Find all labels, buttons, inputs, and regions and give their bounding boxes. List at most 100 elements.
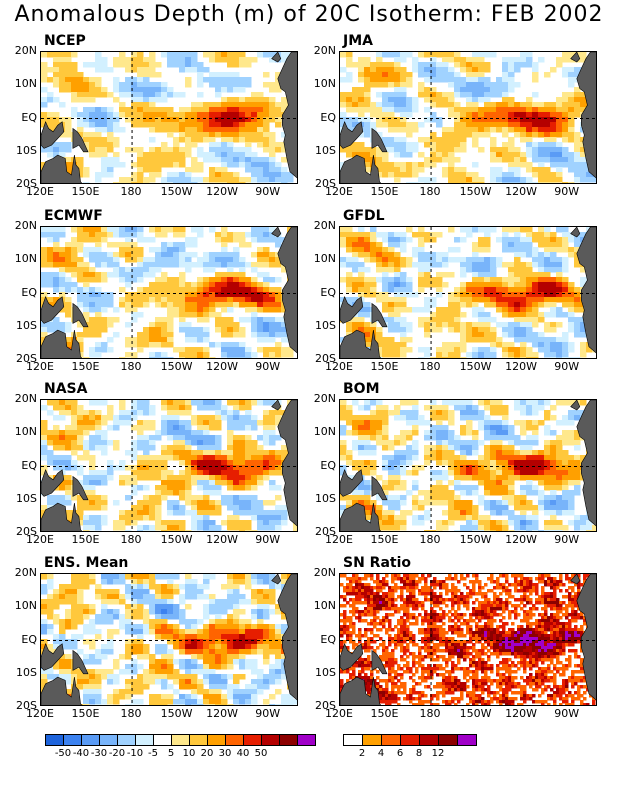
- field-cell: [227, 500, 234, 506]
- field-cell: [370, 112, 377, 118]
- field-cell: [191, 515, 198, 521]
- field-cell: [400, 317, 407, 323]
- field-cell: [137, 162, 144, 168]
- field-cell: [550, 450, 557, 456]
- field-cell: [185, 327, 192, 333]
- field-cell: [167, 282, 174, 288]
- field-cell: [233, 172, 240, 178]
- field-cell: [526, 400, 533, 406]
- lat-tick-label: 10N: [313, 252, 336, 266]
- field-cell: [239, 425, 246, 431]
- field-cell: [574, 67, 581, 73]
- field-cell: [239, 107, 246, 113]
- field-cell: [364, 510, 371, 516]
- field-cell: [143, 112, 150, 118]
- field-cell: [209, 77, 216, 83]
- field-cell: [65, 327, 72, 333]
- field-cell: [281, 337, 288, 343]
- field-cell: [197, 505, 204, 511]
- field-cell: [460, 237, 467, 243]
- field-cell: [484, 277, 491, 283]
- field-cell: [370, 425, 377, 431]
- field-cell: [281, 132, 288, 138]
- field-cell: [400, 282, 407, 288]
- field-cell: [382, 62, 389, 68]
- field-cell: [185, 495, 192, 501]
- field-cell: [251, 465, 258, 471]
- field-cell: [544, 232, 551, 238]
- field-cell: [53, 237, 60, 243]
- field-cell: [143, 117, 150, 123]
- field-cell: [454, 72, 461, 78]
- field-cell: [167, 182, 174, 183]
- field-cell: [544, 292, 551, 298]
- field-cell: [340, 117, 347, 123]
- field-cell: [125, 82, 132, 88]
- field-cell: [149, 500, 156, 506]
- field-cell: [89, 272, 96, 278]
- field-cell: [454, 465, 461, 471]
- field-cell: [358, 92, 365, 98]
- field-cell: [400, 465, 407, 471]
- lon-tick-label: 180: [419, 360, 441, 373]
- field-cell: [358, 322, 365, 328]
- field-cell: [95, 177, 102, 183]
- field-cell: [89, 505, 96, 511]
- field-cell: [203, 455, 210, 461]
- field-cell: [544, 102, 551, 108]
- field-cell: [137, 337, 144, 343]
- field-cell: [562, 337, 569, 343]
- field-cell: [562, 415, 569, 421]
- field-cell: [185, 455, 192, 461]
- field-cell: [508, 112, 515, 118]
- field-cell: [107, 142, 114, 148]
- field-cell: [257, 252, 264, 258]
- field-cell: [538, 237, 545, 243]
- field-cell: [442, 342, 449, 348]
- field-cell: [484, 347, 491, 353]
- field-cell: [125, 257, 132, 263]
- field-cell: [95, 272, 102, 278]
- field-cell: [149, 410, 156, 416]
- panel-title: JMA: [343, 33, 373, 49]
- field-cell: [496, 167, 503, 173]
- field-cell: [502, 172, 509, 178]
- field-cell: [418, 247, 425, 253]
- field-cell: [239, 242, 246, 248]
- field-cell: [269, 82, 276, 88]
- field-cell: [382, 282, 389, 288]
- field-cell: [478, 287, 485, 293]
- field-cell: [83, 455, 90, 461]
- field-cell: [263, 425, 270, 431]
- field-cell: [490, 465, 497, 471]
- field-cell: [77, 292, 84, 298]
- field-cell: [185, 485, 192, 491]
- field-cell: [251, 400, 258, 406]
- field-cell: [580, 342, 587, 348]
- field-cell: [454, 167, 461, 173]
- field-cell: [532, 282, 539, 288]
- field-cell: [388, 142, 395, 148]
- field-cell: [400, 122, 407, 128]
- field-cell: [143, 420, 150, 426]
- field-cell: [41, 277, 48, 283]
- lat-tick-label: 10S: [16, 491, 37, 505]
- field-cell: [71, 247, 78, 253]
- field-cell: [65, 147, 72, 153]
- field-cell: [562, 132, 569, 138]
- field-cell: [508, 455, 515, 461]
- field-cell: [448, 72, 455, 78]
- field-cell: [203, 505, 210, 511]
- field-cell: [53, 242, 60, 248]
- field-cell: [101, 257, 108, 263]
- field-cell: [454, 137, 461, 143]
- field-cell: [412, 415, 419, 421]
- field-cell: [125, 352, 132, 358]
- field-cell: [532, 127, 539, 133]
- field-cell: [143, 272, 150, 278]
- field-cell: [149, 297, 156, 303]
- field-cell: [442, 415, 449, 421]
- field-cell: [454, 52, 461, 58]
- field-cell: [191, 435, 198, 441]
- field-cell: [538, 112, 545, 118]
